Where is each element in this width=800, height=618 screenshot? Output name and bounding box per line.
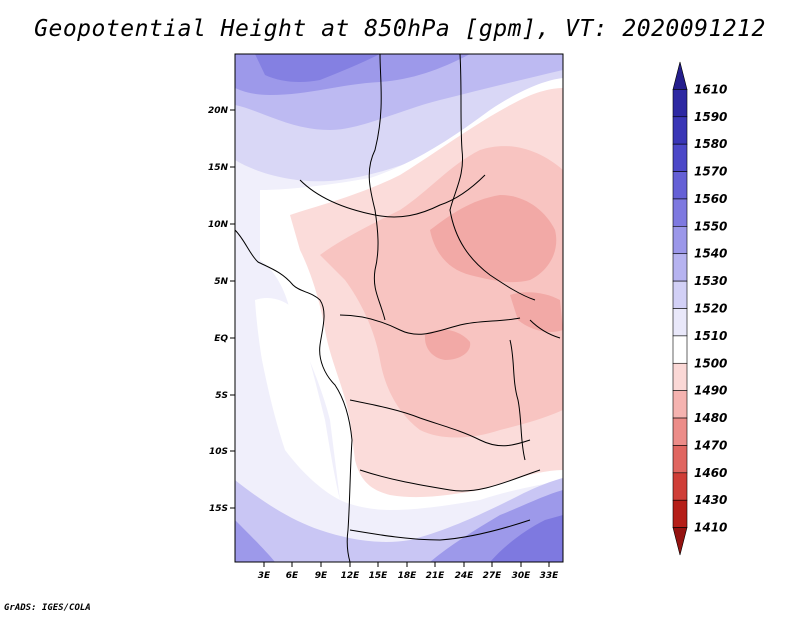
colorbar-level-label: 1530 [694, 274, 727, 288]
lon-tick-33e: 33E [540, 562, 560, 581]
lon-label-12e: 12E [341, 571, 361, 581]
colorbar-swatch [672, 499, 688, 528]
lat-label-15s: 15S [209, 504, 228, 514]
colorbar-level-label: 1430 [694, 493, 727, 507]
colorbar-swatch [672, 226, 688, 255]
map-frame [234, 53, 564, 563]
border-1 [368, 54, 386, 321]
lat-tick-20n: 20N [208, 106, 235, 116]
colorbar-level-label: 1520 [694, 302, 727, 316]
map-title: Geopotential Height at 850hPa [gpm], VT:… [34, 16, 766, 42]
lat-tick-eq: EQ [214, 334, 235, 344]
lon-tick-27e: 27E [483, 562, 503, 581]
lat-tick-10s: 10S [209, 447, 235, 457]
border-5 [349, 399, 531, 447]
colorbar-swatch [672, 445, 688, 474]
lon-label-33e: 33E [540, 571, 560, 581]
lat-tick-15s: 15S [209, 504, 235, 514]
colorbar-swatch [672, 362, 688, 391]
lon-tick-30e: 30E [512, 562, 532, 581]
field-1480-patch-1 [430, 195, 557, 283]
colorbar-level-label: 1460 [694, 466, 727, 480]
field-1540-southwest [235, 520, 275, 562]
lat-label-10n: 10N [208, 220, 229, 230]
lat-tick-5s: 5S [215, 391, 235, 401]
border-3 [299, 174, 486, 218]
lat-label-5n: 5N [214, 277, 228, 287]
colorbar-swatch [672, 417, 688, 446]
lat-tick-10n: 10N [208, 220, 235, 230]
colorbar-level-label: 1490 [694, 384, 727, 398]
colorbar-level-label: 1560 [694, 192, 727, 206]
colorbar-swatch [672, 527, 688, 556]
lat-tick-15n: 15N [208, 163, 235, 173]
lon-label-30e: 30E [512, 571, 532, 581]
colorbar-level-label: 1480 [694, 411, 727, 425]
lon-tick-6e: 6E [286, 562, 299, 581]
colorbar-level-label: 1550 [694, 219, 727, 233]
lon-tick-15e: 15E [369, 562, 389, 581]
colorbar: 1610 1590 1580 1570 1560 1550 1540 1530 1520 1510… [672, 61, 727, 556]
field-1550-north [255, 54, 380, 83]
lat-label-5s: 5S [215, 391, 228, 401]
coastlines-borders [235, 54, 561, 562]
lon-label-27e: 27E [483, 571, 503, 581]
lat-tick-5n: 5N [214, 277, 235, 287]
field-1550-south [490, 515, 563, 562]
lon-label-18e: 18E [398, 571, 418, 581]
colorbar-swatch [672, 143, 688, 172]
colorbar-level-label: 1470 [694, 438, 727, 452]
west-coastline [235, 229, 353, 562]
colorbar-level-label: 1510 [694, 329, 727, 343]
colorbar-swatch [672, 390, 688, 419]
colorbar-swatch [672, 472, 688, 501]
field-1480-patch-2 [424, 329, 471, 360]
lon-label-21e: 21E [426, 571, 446, 581]
lat-label-10s: 10S [209, 447, 228, 457]
lat-label-15n: 15N [208, 163, 229, 173]
rift-lakes [509, 339, 526, 461]
colorbar-swatch [672, 171, 688, 200]
lat-label-20n: 20N [208, 106, 229, 116]
longitude-axis: 3E 6E 9E 12E 15E 18E 21E 24E 27E 30E 33E [258, 562, 559, 581]
lat-label-eq: EQ [214, 334, 228, 344]
colorbar-level-label: 1410 [694, 521, 727, 535]
lon-tick-24e: 24E [455, 562, 475, 581]
colorbar-level-label: 1610 [694, 82, 727, 96]
border-4 [339, 314, 521, 335]
colorbar-swatch [672, 89, 688, 118]
lon-tick-9e: 9E [315, 562, 328, 581]
colorbar-swatch [672, 61, 688, 90]
border-7 [349, 519, 531, 541]
colorbar-swatch [672, 308, 688, 337]
colorbar-level-label: 1590 [694, 110, 727, 124]
grads-credit: GrADS: IGES/COLA [4, 603, 91, 613]
lon-label-24e: 24E [455, 571, 475, 581]
lon-tick-18e: 18E [398, 562, 418, 581]
colorbar-level-label: 1540 [694, 247, 727, 261]
colorbar-swatch [672, 280, 688, 309]
colorbar-level-label: 1500 [694, 356, 727, 370]
colorbar-level-label: 1580 [694, 137, 727, 151]
colorbar-swatch [672, 116, 688, 145]
lon-tick-21e: 21E [426, 562, 446, 581]
lon-tick-3e: 3E [258, 562, 271, 581]
colorbar-level-label: 1570 [694, 165, 727, 179]
latitude-axis: 20N 15N 10N 5N EQ 5S 10S 15S [208, 106, 235, 514]
lon-label-6e: 6E [286, 571, 299, 581]
colorbar-swatch [672, 335, 688, 364]
height-field [235, 54, 563, 562]
lon-label-9e: 9E [315, 571, 328, 581]
border-6 [359, 469, 541, 492]
colorbar-swatch [672, 253, 688, 282]
border-2 [449, 54, 536, 301]
lake-victoria [529, 319, 561, 339]
field-1480-patch-3 [510, 292, 563, 332]
field-1510-ocean [255, 298, 340, 500]
colorbar-swatch [672, 198, 688, 227]
lon-label-15e: 15E [369, 571, 389, 581]
lon-tick-12e: 12E [341, 562, 361, 581]
lon-label-3e: 3E [258, 571, 271, 581]
